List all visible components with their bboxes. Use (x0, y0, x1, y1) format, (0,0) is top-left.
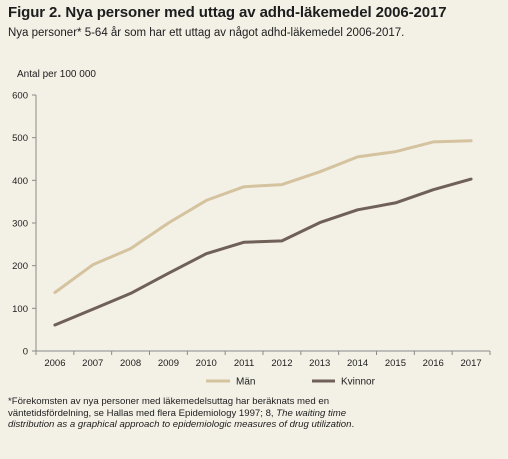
legend-label: Män (236, 377, 255, 388)
footnote-end: . (351, 419, 355, 430)
x-tick-label: 2007 (82, 358, 103, 369)
chart-subtitle: Nya personer* 5-64 år som har ett uttag … (8, 27, 405, 39)
series-line-man (53, 139, 473, 294)
x-tick-label: 2013 (309, 358, 330, 369)
y-axis-label: Antal per 100 000 (17, 69, 96, 80)
x-tick-label: 2010 (196, 358, 217, 369)
y-tick-label: 100 (12, 304, 28, 315)
footnote: *Förekomsten av nya personer med läkemed… (8, 396, 368, 431)
x-tick-label: 2012 (271, 358, 292, 369)
y-tick-label: 0 (23, 347, 28, 358)
x-tick-label: 2009 (158, 358, 179, 369)
x-tick-label: 2008 (120, 358, 141, 369)
y-tick-label: 600 (12, 91, 28, 102)
series-line-kvinnor (53, 177, 473, 327)
x-tick-label: 2011 (234, 358, 254, 369)
y-tick-label: 500 (12, 133, 28, 144)
footnote-text: *Förekomsten av nya personer med läkemed… (8, 396, 330, 419)
chart-title: Figur 2. Nya personer med uttag av adhd-… (8, 4, 447, 21)
x-tick-label: 2017 (461, 358, 482, 369)
legend-label: Kvinnor (341, 377, 376, 388)
footnote-italic-text: The waiting time distribution as a graph… (8, 407, 352, 431)
y-tick-label: 200 (12, 261, 28, 272)
x-tick-label: 2016 (423, 358, 444, 369)
x-tick-label: 2015 (385, 358, 406, 369)
x-tick-label: 2006 (44, 358, 65, 369)
y-tick-label: 300 (12, 219, 28, 230)
y-tick-label: 400 (12, 176, 28, 187)
x-tick-label: 2014 (347, 358, 368, 369)
